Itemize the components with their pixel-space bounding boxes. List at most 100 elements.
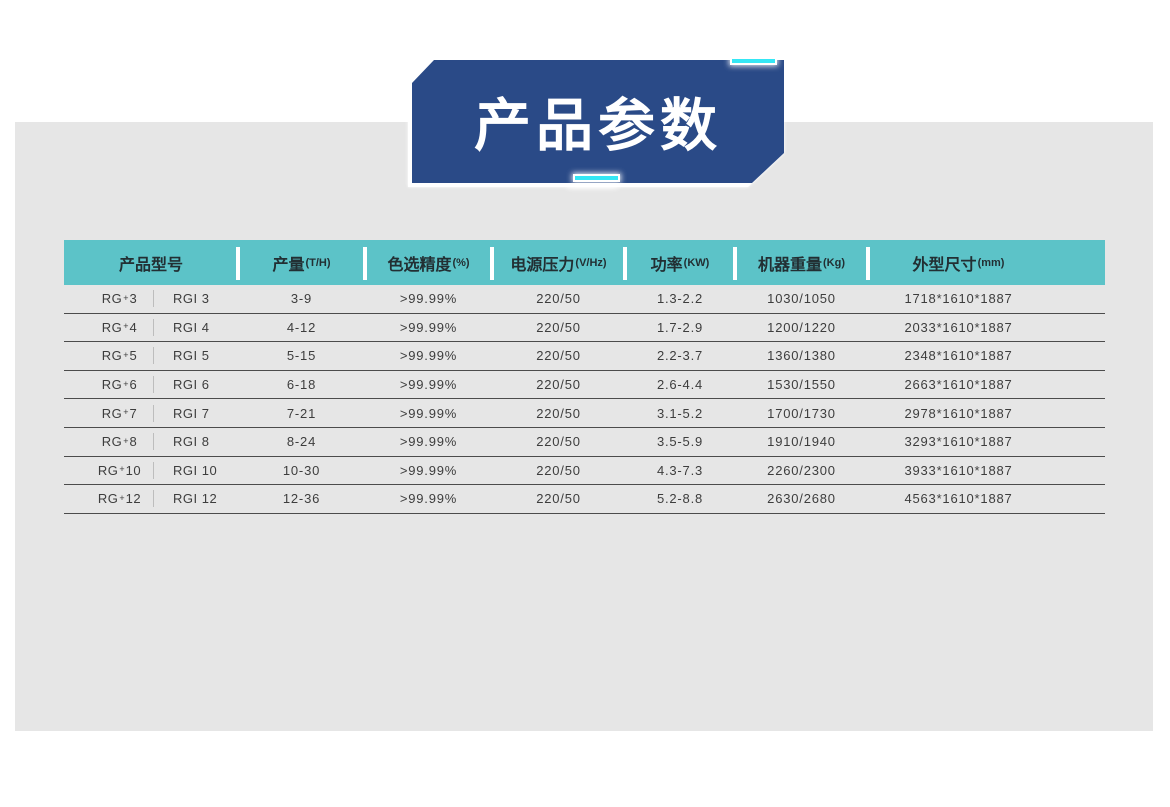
- table-row: RG +7 RGI 7 7-21 >99.99% 220/50 3.1-5.2 1700/17…: [64, 399, 1105, 428]
- model-divider: [153, 461, 154, 479]
- cell-power: 2.2-3.7: [656, 348, 704, 364]
- cell-dimensions: 1718*1610*1887: [904, 291, 1013, 307]
- column-header-weight: 机器重量 (Kg): [735, 240, 870, 285]
- cell-output: 10-30: [282, 462, 321, 478]
- cell-power: 3.1-5.2: [656, 405, 704, 421]
- cell-voltage: 220/50: [536, 405, 581, 421]
- cell-output: 12-36: [282, 491, 321, 507]
- column-header-label: 产量: [272, 256, 305, 274]
- model-rg-plus: RG +5: [101, 348, 138, 364]
- cell-model: RG +10 RGI 10: [64, 457, 238, 485]
- model-rg-plus: RG +4: [101, 319, 138, 335]
- page-title: 产品参数: [474, 93, 722, 158]
- model-rgi: RGI 6: [173, 377, 210, 393]
- cell-accuracy: >99.99%: [399, 462, 458, 478]
- model-divider: [153, 433, 154, 451]
- cell-output: 8-24: [286, 434, 317, 450]
- table-row: RG +5 RGI 5 5-15 >99.99% 220/50 2.2-3.7 1360/13…: [64, 342, 1105, 371]
- cell-model: RG +8 RGI 8: [64, 428, 238, 456]
- model-rgi: RGI 12: [173, 491, 218, 507]
- table-row: RG +8 RGI 8 8-24 >99.99% 220/50 3.5-5.9 1910/19…: [64, 428, 1105, 457]
- model-rg-plus: RG +7: [101, 405, 138, 421]
- cell-weight: 2630/2680: [767, 491, 836, 507]
- table-header-row: 产品型号 产量 (T/H) 色选精度 (%) 电源压力 (V/Hz) 功率 (KW) 机器重量 (K…: [64, 240, 1105, 285]
- column-header-unit: (mm): [977, 256, 1005, 269]
- model-divider: [153, 318, 154, 336]
- cell-model: RG +5 RGI 5: [64, 342, 238, 370]
- cell-voltage: 220/50: [536, 291, 581, 307]
- table-row: RG +12 RGI 12 12-36 >99.99% 220/50 5.2-8.8 2630…: [64, 485, 1105, 514]
- cell-power: 5.2-8.8: [656, 491, 704, 507]
- cell-dimensions: 4563*1610*1887: [904, 491, 1013, 507]
- cell-weight: 1700/1730: [767, 405, 836, 421]
- cell-weight: 1030/1050: [767, 291, 836, 307]
- column-header-label: 外型尺寸: [912, 256, 977, 274]
- cell-output: 4-12: [286, 319, 317, 335]
- column-header-label: 产品型号: [118, 256, 183, 274]
- cell-accuracy: >99.99%: [399, 491, 458, 507]
- cell-weight: 1360/1380: [767, 348, 836, 364]
- cell-dimensions: 3293*1610*1887: [904, 434, 1013, 450]
- column-header-unit: (KW): [683, 256, 710, 269]
- title-banner: 产品参数: [412, 57, 784, 183]
- cell-voltage: 220/50: [536, 491, 581, 507]
- cell-dimensions: 2978*1610*1887: [904, 405, 1013, 421]
- table-row: RG +3 RGI 3 3-9 >99.99% 220/50 1.3-2.2 1030/105…: [64, 285, 1105, 314]
- table-row: RG +10 RGI 10 10-30 >99.99% 220/50 4.3-7.3 2260…: [64, 457, 1105, 486]
- cell-model: RG +4 RGI 4: [64, 314, 238, 342]
- table-body: RG +3 RGI 3 3-9 >99.99% 220/50 1.3-2.2 1030/105…: [64, 285, 1105, 514]
- model-rgi: RGI 8: [173, 434, 210, 450]
- cell-dimensions: 2033*1610*1887: [904, 319, 1013, 335]
- model-rg-plus: RG +12: [97, 491, 142, 507]
- model-rgi: RGI 3: [173, 291, 210, 307]
- cell-accuracy: >99.99%: [399, 405, 458, 421]
- column-header-voltage: 电源压力 (V/Hz): [492, 240, 627, 285]
- cell-accuracy: >99.99%: [399, 434, 458, 450]
- column-header-dimensions: 外型尺寸 (mm): [868, 240, 1105, 285]
- banner-shape: [412, 60, 784, 183]
- cell-weight: 1200/1220: [767, 319, 836, 335]
- column-header-label: 电源压力: [510, 256, 575, 274]
- model-rgi: RGI 4: [173, 319, 210, 335]
- model-rgi: RGI 10: [173, 462, 218, 478]
- cell-output: 7-21: [286, 405, 317, 421]
- cell-dimensions: 2348*1610*1887: [904, 348, 1013, 364]
- cell-weight: 1530/1550: [767, 377, 836, 393]
- column-header-unit: (V/Hz): [575, 256, 607, 269]
- model-divider: [153, 347, 154, 365]
- spec-table: 产品型号 产量 (T/H) 色选精度 (%) 电源压力 (V/Hz) 功率 (KW) 机器重量 (K…: [64, 240, 1105, 514]
- banner-accent-bottom-icon: [573, 174, 620, 182]
- cell-dimensions: 2663*1610*1887: [904, 377, 1013, 393]
- column-header-unit: (Kg): [823, 256, 845, 269]
- cell-dimensions: 3933*1610*1887: [904, 462, 1013, 478]
- model-divider: [153, 404, 154, 422]
- column-header-output: 产量 (T/H): [238, 240, 367, 285]
- cell-accuracy: >99.99%: [399, 291, 458, 307]
- cell-voltage: 220/50: [536, 434, 581, 450]
- model-divider: [153, 490, 154, 508]
- table-row: RG +4 RGI 4 4-12 >99.99% 220/50 1.7-2.9 1200/12…: [64, 314, 1105, 343]
- cell-power: 4.3-7.3: [656, 462, 704, 478]
- cell-accuracy: >99.99%: [399, 377, 458, 393]
- model-divider: [153, 290, 154, 308]
- cell-output: 6-18: [286, 377, 317, 393]
- cell-power: 2.6-4.4: [656, 377, 704, 393]
- column-header-accuracy: 色选精度 (%): [365, 240, 494, 285]
- column-header-power: 功率 (KW): [625, 240, 737, 285]
- cell-model: RG +3 RGI 3: [64, 285, 238, 313]
- cell-power: 1.3-2.2: [656, 291, 704, 307]
- cell-voltage: 220/50: [536, 319, 581, 335]
- model-rg-plus: RG +10: [97, 462, 142, 478]
- cell-power: 3.5-5.9: [656, 434, 704, 450]
- model-rg-plus: RG +8: [101, 434, 138, 450]
- model-rgi: RGI 7: [173, 405, 210, 421]
- cell-model: RG +7 RGI 7: [64, 399, 238, 427]
- model-rg-plus: RG +6: [101, 377, 138, 393]
- column-header-unit: (T/H): [305, 256, 331, 269]
- column-header-label: 功率: [650, 256, 683, 274]
- column-header-model: 产品型号: [64, 240, 240, 285]
- model-rg-plus: RG +3: [101, 291, 138, 307]
- cell-accuracy: >99.99%: [399, 348, 458, 364]
- column-header-label: 色选精度: [387, 256, 452, 274]
